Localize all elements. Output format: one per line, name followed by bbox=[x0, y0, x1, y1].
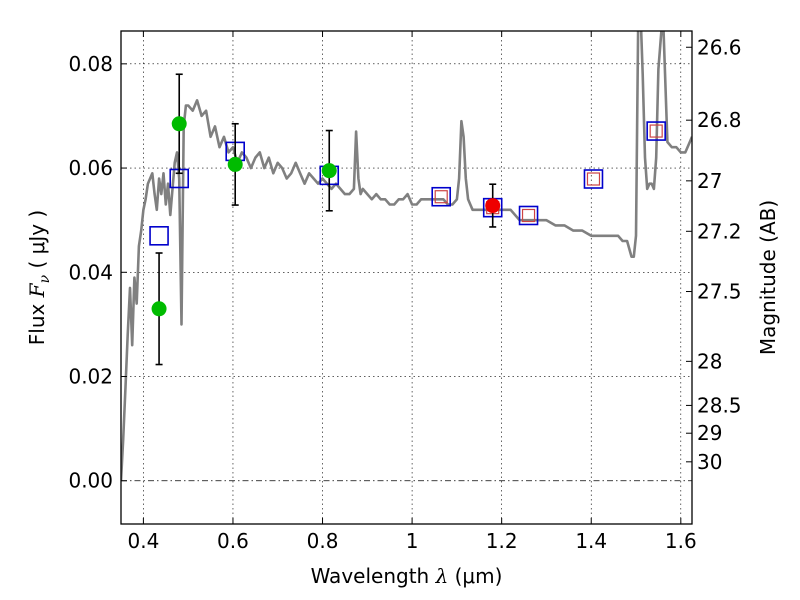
model-photometry-box-inner bbox=[521, 208, 536, 223]
y2-tick-label: 26.6 bbox=[697, 35, 742, 59]
x-tick-label: 1.4 bbox=[575, 529, 607, 553]
x-tick-label: 0.6 bbox=[217, 529, 249, 553]
y2-tick-label: 26.8 bbox=[697, 108, 742, 132]
y2-tick-label: 27.2 bbox=[697, 219, 742, 243]
observed-point bbox=[227, 156, 243, 172]
x-tick-label: 0.4 bbox=[127, 529, 159, 553]
axis-ticks: 0.4 0.6 0.8 1 1.2 1.4 1.6 0.00 0.02 0.04 0.06 0.08 2… bbox=[68, 31, 742, 553]
observed-point bbox=[321, 163, 337, 179]
plot-frame bbox=[120, 30, 693, 525]
plot-area bbox=[121, 31, 692, 481]
observed-point bbox=[171, 116, 187, 132]
model-photometry-box-inner bbox=[649, 124, 663, 138]
y-tick-label: 0.04 bbox=[68, 260, 113, 284]
model-photometry-box bbox=[518, 205, 539, 226]
y2-tick-label: 30 bbox=[697, 450, 722, 474]
y-tick-label: 0.06 bbox=[68, 156, 113, 180]
model-photometry-box bbox=[149, 226, 169, 246]
x-tick-label: 1 bbox=[406, 529, 419, 553]
model-photometry-box bbox=[646, 121, 666, 141]
x-tick-label: 1.6 bbox=[665, 529, 697, 553]
x-axis-label: Wavelength λ (μm) bbox=[311, 564, 503, 588]
y-tick-label: 0.02 bbox=[68, 365, 113, 389]
sed-model-line bbox=[121, 31, 692, 481]
y-axis-label: Flux Fν ( μJy ) bbox=[25, 210, 53, 345]
observed-point bbox=[151, 301, 167, 317]
y2-tick-label: 27.5 bbox=[697, 280, 742, 304]
grid-lines bbox=[121, 31, 692, 524]
observed-photometry-points bbox=[151, 73, 501, 366]
y-tick-label: 0.00 bbox=[68, 469, 113, 493]
y2-tick-label: 27 bbox=[697, 169, 722, 193]
y2-tick-label: 28.5 bbox=[697, 393, 742, 417]
y-tick-label: 0.08 bbox=[68, 52, 113, 76]
y2-tick-label: 29 bbox=[697, 421, 722, 445]
model-photometry-box-inner bbox=[586, 172, 601, 186]
observed-point bbox=[485, 198, 501, 214]
x-tick-label: 1.2 bbox=[486, 529, 518, 553]
y2-axis-label: Magnitude (AB) bbox=[756, 200, 780, 355]
model-photometry-box bbox=[583, 169, 604, 189]
x-tick-label: 0.8 bbox=[307, 529, 339, 553]
y2-tick-label: 28 bbox=[697, 349, 722, 373]
model-photometry-box-inner bbox=[434, 190, 448, 204]
model-photometry-points bbox=[149, 121, 666, 246]
model-photometry-box bbox=[431, 186, 452, 207]
